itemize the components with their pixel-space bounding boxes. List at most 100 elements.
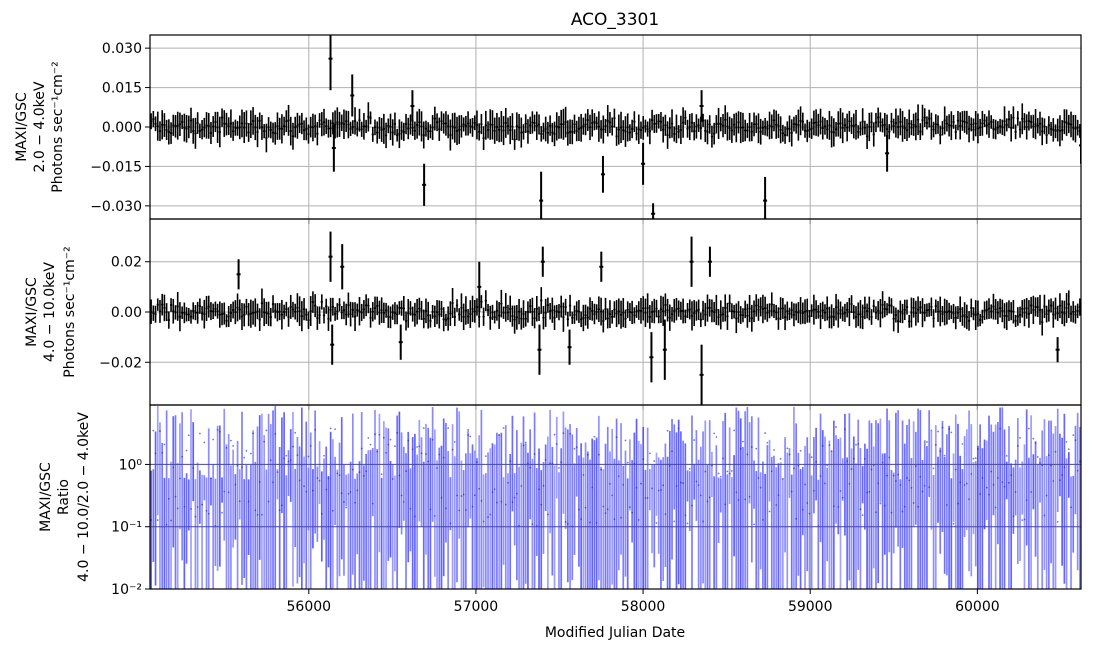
ratio-point: [932, 467, 935, 470]
ratio-point: [753, 523, 755, 526]
ratio-point: [1052, 480, 1055, 482]
ratio-point: [518, 524, 520, 527]
ratio-point: [522, 444, 525, 447]
ratio-point: [320, 512, 323, 515]
ratio-point: [500, 500, 503, 503]
ratio-point: [445, 507, 447, 510]
ratio-point: [560, 461, 563, 464]
ratio-point: [524, 441, 527, 444]
ratio-point: [1065, 440, 1068, 443]
ratio-point: [961, 442, 964, 445]
ratio-point: [207, 512, 210, 515]
ratio-point: [837, 506, 840, 508]
y-tick-label: −0.015: [90, 159, 142, 175]
ratio-point: [746, 453, 749, 456]
ratio-point: [1010, 474, 1013, 477]
ratio-point: [1005, 455, 1008, 457]
ratio-point: [156, 519, 159, 521]
ratio-point: [555, 443, 558, 445]
ratio-point: [1045, 494, 1048, 497]
ratio-point: [1050, 464, 1052, 467]
ratio-point: [855, 443, 857, 446]
ratio-point: [504, 503, 507, 506]
ratio-point: [456, 494, 458, 497]
ratio-point: [859, 508, 862, 511]
ratio-point: [1063, 466, 1066, 469]
ratio-point: [768, 510, 771, 513]
ratio-point: [316, 477, 319, 479]
ratio-point: [196, 506, 199, 508]
y-tick-label: 0.000: [102, 120, 142, 136]
ratio-point: [487, 516, 489, 519]
y-tick-label: 10⁰: [119, 457, 143, 473]
ratio-point: [172, 466, 175, 469]
ratio-point: [903, 505, 906, 508]
ratio-point: [806, 502, 809, 504]
ratio-point: [274, 433, 277, 435]
ratio-point: [453, 441, 456, 443]
ratio-point: [507, 481, 509, 484]
ratio-point: [892, 474, 895, 477]
ratio-point: [566, 522, 569, 525]
ratio-point: [757, 477, 760, 479]
ratio-point: [161, 451, 164, 454]
ratio-point: [604, 512, 607, 515]
ratio-point: [420, 452, 423, 455]
ratio-point: [371, 502, 374, 505]
ratio-point: [726, 470, 729, 473]
ratio-point: [558, 466, 560, 469]
ratio-point: [1074, 439, 1077, 442]
ratio-point: [664, 513, 667, 516]
ratio-point: [841, 496, 844, 499]
ratio-point: [979, 493, 982, 495]
ratio-point: [846, 460, 849, 463]
x-tick-label: 59000: [788, 599, 833, 615]
ratio-point: [289, 459, 292, 462]
ratio-point: [613, 518, 616, 521]
y-tick-label: 0.030: [102, 41, 142, 57]
y-tick-label: 0.015: [102, 81, 142, 97]
ratio-point: [258, 481, 261, 483]
ratio-point: [857, 443, 860, 445]
ratio-point: [347, 492, 350, 495]
ratio-point: [844, 428, 846, 431]
x-tick-label: 57000: [454, 599, 499, 615]
ratio-point: [1001, 481, 1004, 484]
ratio-point: [653, 460, 656, 462]
ratio-point: [210, 477, 212, 480]
ratio-point: [1061, 474, 1064, 476]
ratio-point: [584, 506, 587, 509]
hard-band-y-axis-label: MAXI/GSC 4.0 − 10.0keV Photons sec⁻¹cm⁻²: [24, 246, 78, 378]
ratio-point: [883, 504, 886, 507]
ratio-point: [996, 476, 999, 479]
ratio-point: [733, 429, 735, 432]
ratio-point: [624, 439, 627, 442]
ratio-point: [227, 491, 230, 494]
ratio-point: [387, 443, 390, 446]
ratio-point: [427, 460, 430, 463]
x-axis-ticks: 56000 57000 58000 59000 60000: [287, 599, 1000, 615]
ratio-point: [575, 446, 578, 449]
ratio-point: [819, 475, 822, 477]
ratio-point: [970, 473, 973, 475]
ratio-point: [821, 444, 824, 447]
ratio-point: [941, 426, 944, 429]
ratio-point: [881, 461, 884, 464]
ratio-point: [591, 486, 594, 489]
data-series: [150, 231, 1081, 405]
ratio-point: [597, 453, 600, 456]
ratio-point: [520, 485, 523, 487]
ratio-point: [1003, 485, 1006, 488]
ratio-point: [241, 466, 243, 469]
ratio-point: [602, 505, 605, 508]
ratio-point: [801, 508, 804, 511]
y-tick-label: −0.02: [99, 355, 142, 371]
ratio-point: [934, 443, 937, 446]
ratio-point: [877, 482, 880, 485]
ratio-point: [422, 427, 425, 430]
ratio-point: [438, 453, 441, 456]
ratio-point: [529, 466, 532, 469]
ratio-point: [793, 467, 795, 470]
ratio-point: [325, 488, 328, 491]
ratio-point: [815, 460, 818, 463]
